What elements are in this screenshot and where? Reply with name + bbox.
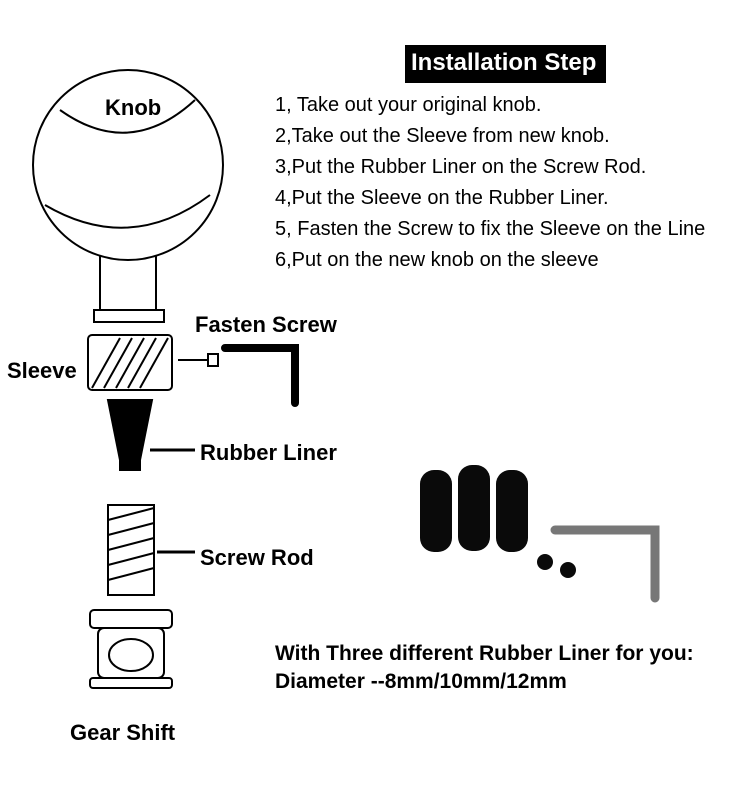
step-4: 4,Put the Sleeve on the Rubber Liner. [275, 183, 750, 214]
step-2: 2,Take out the Sleeve from new knob. [275, 121, 750, 152]
step-1: 1, Take out your original knob. [275, 90, 750, 121]
label-rubber-liner: Rubber Liner [200, 440, 337, 466]
liner-note: With Three different Rubber Liner for yo… [275, 640, 735, 697]
installation-title: Installation Step [405, 45, 606, 83]
installation-steps: 1, Take out your original knob. 2,Take o… [275, 90, 750, 276]
label-knob: Knob [105, 95, 161, 121]
accessories-photo [420, 465, 655, 598]
label-screw-rod: Screw Rod [200, 545, 314, 571]
label-sleeve: Sleeve [7, 358, 77, 384]
label-gear-shift: Gear Shift [70, 720, 175, 746]
label-fasten-screw: Fasten Screw [195, 312, 337, 338]
step-6: 6,Put on the new knob on the sleeve [275, 245, 750, 276]
step-5: 5, Fasten the Screw to fix the Sleeve on… [275, 214, 750, 245]
step-3: 3,Put the Rubber Liner on the Screw Rod. [275, 152, 750, 183]
note-line-1: With Three different Rubber Liner for yo… [275, 640, 735, 668]
note-line-2: Diameter --8mm/10mm/12mm [275, 668, 735, 696]
